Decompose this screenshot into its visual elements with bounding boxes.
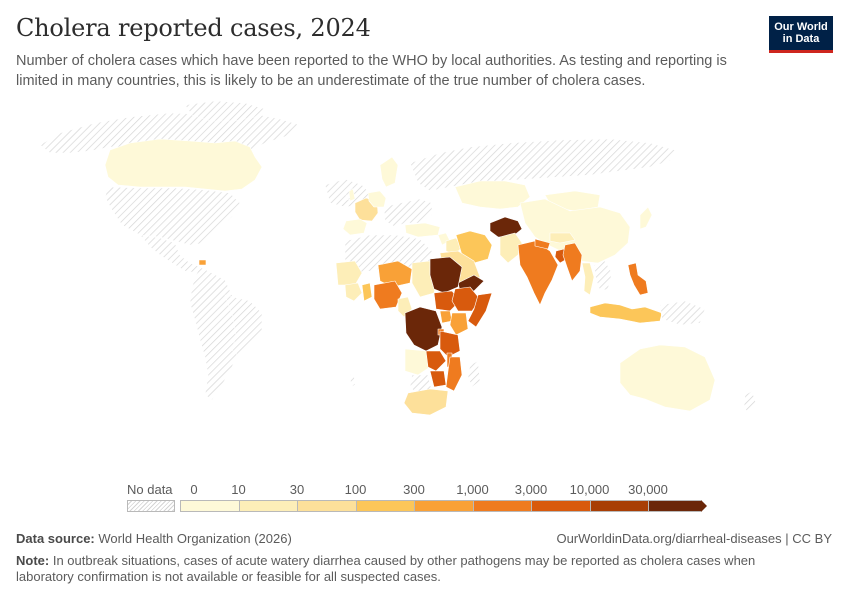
world-map[interactable] <box>0 95 850 475</box>
country-philippines[interactable] <box>627 262 649 296</box>
legend-swatch <box>648 500 701 512</box>
country-ethiopia[interactable] <box>451 286 481 312</box>
country-mauritania[interactable] <box>335 260 363 286</box>
country-somalia[interactable] <box>467 292 493 328</box>
country-japan[interactable] <box>639 206 653 230</box>
country-nepal-tibet[interactable] <box>549 232 576 244</box>
data-source-text: World Health Organization (2026) <box>98 531 292 546</box>
no-data-region[interactable] <box>593 260 613 292</box>
legend-arrow-tip <box>700 500 707 512</box>
legend-tick-label: 30,000 <box>628 482 668 497</box>
country-mozambique[interactable] <box>445 356 463 392</box>
country-tanzania[interactable] <box>439 330 461 358</box>
no-data-region[interactable] <box>409 138 676 192</box>
country-niger[interactable] <box>377 260 413 288</box>
chart-title: Cholera reported cases, 2024 <box>16 14 371 42</box>
legend-tick-label: 0 <box>190 482 198 497</box>
legend-swatch <box>297 500 356 512</box>
legend-swatch <box>472 500 531 512</box>
data-source-label: Data source: <box>16 531 95 546</box>
country-spain[interactable] <box>342 218 368 236</box>
no-data-region[interactable] <box>224 294 263 358</box>
legend-tick-label: 300 <box>403 482 425 497</box>
legend-swatch <box>589 500 648 512</box>
country-south-africa[interactable] <box>403 388 449 416</box>
source-url-link[interactable]: OurWorldinData.org/diarrheal-diseases | … <box>556 531 832 546</box>
country-angola[interactable] <box>404 348 431 376</box>
legend: No data 0 10 30 100 300 1,000 3,000 10,000 30,00… <box>0 478 850 518</box>
no-data-region[interactable] <box>743 390 757 414</box>
logo-line-2: in Data <box>782 33 820 45</box>
legend-swatch <box>414 500 473 512</box>
country-india[interactable] <box>517 240 559 306</box>
legend-tick-label: 10 <box>231 482 246 497</box>
country-myanmar[interactable] <box>562 242 583 282</box>
country-thailand[interactable] <box>581 262 595 296</box>
legend-tick-label: 30 <box>289 482 305 497</box>
logo-line-1: Our World <box>774 21 828 33</box>
country-haiti[interactable] <box>198 259 207 266</box>
no-data-region[interactable] <box>104 186 241 246</box>
country-canada[interactable] <box>104 138 263 192</box>
country-sweden[interactable] <box>379 156 399 188</box>
note-label: Note: <box>16 553 50 568</box>
country-kazakhstan[interactable] <box>454 180 531 210</box>
country-nepal[interactable] <box>534 238 551 250</box>
country-kenya[interactable] <box>449 312 469 336</box>
country-sudan[interactable] <box>429 256 463 294</box>
legend-tick-label: 100 <box>344 482 367 497</box>
country-indonesia[interactable] <box>589 302 663 324</box>
country-zambia[interactable] <box>425 350 447 372</box>
note-text: In outbreak situations, cases of acute w… <box>16 553 756 584</box>
chart-subtitle: Number of cholera cases which have been … <box>16 53 727 89</box>
country-australia[interactable] <box>619 344 716 412</box>
country-turkey[interactable] <box>404 222 441 238</box>
country-nigeria[interactable] <box>373 280 403 310</box>
legend-no-data-swatch <box>127 500 175 512</box>
country-united-kingdom[interactable] <box>348 188 356 202</box>
legend-tick-label: 3,000 <box>514 482 548 497</box>
data-source: Data source: World Health Organization (… <box>16 531 292 546</box>
country-pakistan[interactable] <box>499 232 523 264</box>
legend-swatch <box>531 500 590 512</box>
no-data-region[interactable] <box>659 300 706 326</box>
no-data-region[interactable] <box>184 100 266 122</box>
legend-no-data-label: No data <box>127 482 173 497</box>
no-data-region[interactable] <box>349 372 356 388</box>
country-ghana[interactable] <box>361 282 373 302</box>
country-afghanistan[interactable] <box>489 216 523 238</box>
chart-note: Note: In outbreak situations, cases of a… <box>16 553 816 585</box>
legend-swatch <box>238 500 297 512</box>
country-uganda[interactable] <box>439 310 453 324</box>
legend-tick-label: 1,000 <box>456 482 489 497</box>
country-ivory-coast[interactable] <box>344 282 363 302</box>
country-china[interactable] <box>519 198 631 264</box>
legend-swatch <box>180 500 239 512</box>
legend-tick-label: 10,000 <box>569 482 610 497</box>
country-dr-congo[interactable] <box>404 306 443 352</box>
no-data-region[interactable] <box>467 360 481 388</box>
country-zimbabwe[interactable] <box>429 370 447 388</box>
owid-logo[interactable]: Our World in Data <box>769 16 833 53</box>
legend-swatch <box>355 500 414 512</box>
no-data-region[interactable] <box>383 198 433 228</box>
